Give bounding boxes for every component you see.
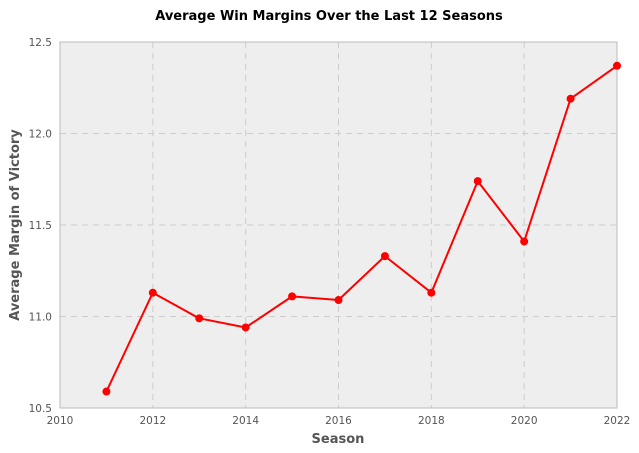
x-tick-label: 2018 bbox=[418, 415, 445, 427]
y-tick-label: 11.0 bbox=[29, 312, 52, 324]
plot-frame bbox=[59, 41, 618, 409]
y-axis-ticks: 10.5 11.0 11.5 12.0 12.5 bbox=[29, 37, 52, 415]
y-tick-label: 12.5 bbox=[29, 37, 52, 49]
data-point bbox=[473, 177, 482, 186]
data-point bbox=[148, 288, 157, 297]
x-tick-label: 2012 bbox=[139, 415, 166, 427]
data-point bbox=[195, 314, 204, 323]
chart-title: Average Win Margins Over the Last 12 Sea… bbox=[155, 9, 503, 24]
data-point bbox=[241, 323, 250, 332]
y-tick-label: 10.5 bbox=[29, 403, 52, 415]
data-point bbox=[613, 61, 621, 70]
data-point bbox=[334, 296, 343, 305]
data-point bbox=[288, 292, 297, 301]
x-tick-label: 2014 bbox=[232, 415, 259, 427]
x-tick-label: 2010 bbox=[47, 415, 74, 427]
data-point bbox=[380, 252, 389, 261]
x-tick-label: 2016 bbox=[325, 415, 352, 427]
data-point bbox=[566, 94, 575, 103]
x-tick-label: 2020 bbox=[511, 415, 538, 427]
data-point bbox=[520, 237, 529, 246]
x-tick-label: 2022 bbox=[604, 415, 631, 427]
y-axis-label: Average Margin of Victory bbox=[8, 129, 23, 321]
x-axis-ticks: 2010 2012 2014 2016 2018 2020 2022 bbox=[47, 415, 631, 427]
data-point bbox=[102, 387, 111, 396]
data-point bbox=[427, 288, 436, 297]
y-tick-label: 12.0 bbox=[29, 129, 52, 141]
series-line bbox=[105, 64, 618, 392]
x-axis-label: Season bbox=[312, 432, 365, 447]
series-group bbox=[102, 61, 621, 396]
y-tick-label: 11.5 bbox=[29, 220, 52, 232]
